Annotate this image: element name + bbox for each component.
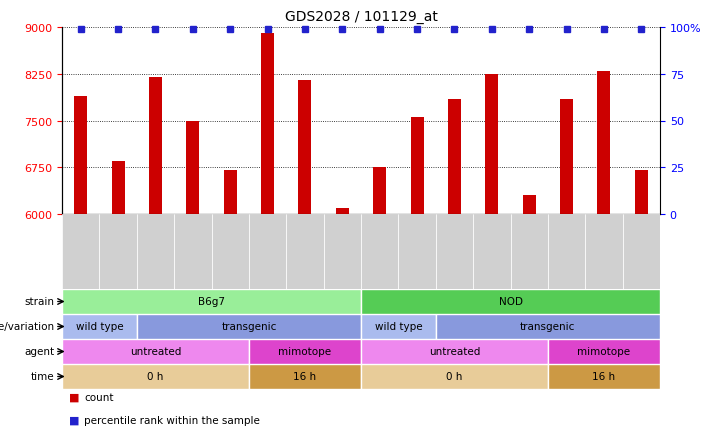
Text: strain: strain bbox=[25, 297, 54, 307]
Bar bbox=[62, 214, 100, 289]
Bar bbox=[597, 72, 611, 214]
Text: B6g7: B6g7 bbox=[198, 297, 225, 307]
Text: genotype/variation: genotype/variation bbox=[0, 322, 54, 332]
Bar bbox=[548, 364, 660, 389]
Bar bbox=[62, 289, 361, 314]
Bar bbox=[585, 214, 622, 289]
Bar bbox=[398, 214, 436, 289]
Text: ■: ■ bbox=[69, 392, 79, 402]
Bar bbox=[373, 168, 386, 214]
Bar bbox=[548, 214, 585, 289]
Bar bbox=[249, 339, 361, 364]
Bar bbox=[137, 214, 174, 289]
Bar bbox=[523, 196, 536, 214]
Bar bbox=[212, 214, 249, 289]
Bar bbox=[62, 339, 249, 364]
Bar bbox=[361, 314, 436, 339]
Bar bbox=[411, 118, 423, 214]
Text: mimotope: mimotope bbox=[578, 347, 630, 357]
Bar bbox=[622, 214, 660, 289]
Bar bbox=[286, 214, 324, 289]
Bar bbox=[261, 34, 274, 214]
Bar bbox=[62, 314, 137, 339]
Bar bbox=[473, 214, 510, 289]
Text: transgenic: transgenic bbox=[520, 322, 576, 332]
Bar bbox=[111, 161, 125, 214]
Bar bbox=[510, 214, 548, 289]
Text: time: time bbox=[31, 372, 54, 381]
Title: GDS2028 / 101129_at: GDS2028 / 101129_at bbox=[285, 10, 437, 24]
Bar bbox=[548, 339, 660, 364]
Text: 0 h: 0 h bbox=[147, 372, 163, 381]
Bar bbox=[224, 171, 237, 214]
Text: wild type: wild type bbox=[374, 322, 422, 332]
Text: untreated: untreated bbox=[130, 347, 181, 357]
Bar bbox=[560, 99, 573, 214]
Text: NOD: NOD bbox=[498, 297, 522, 307]
Bar bbox=[485, 75, 498, 214]
Bar bbox=[361, 289, 660, 314]
Text: transgenic: transgenic bbox=[222, 322, 277, 332]
Bar bbox=[361, 364, 548, 389]
Bar bbox=[324, 214, 361, 289]
Text: 16 h: 16 h bbox=[592, 372, 615, 381]
Bar bbox=[100, 214, 137, 289]
Text: mimotope: mimotope bbox=[278, 347, 332, 357]
Text: 16 h: 16 h bbox=[294, 372, 316, 381]
Bar bbox=[249, 214, 286, 289]
Bar bbox=[336, 208, 349, 214]
Text: count: count bbox=[84, 392, 114, 402]
Text: wild type: wild type bbox=[76, 322, 123, 332]
Text: percentile rank within the sample: percentile rank within the sample bbox=[84, 414, 260, 424]
Bar bbox=[448, 99, 461, 214]
Bar bbox=[74, 96, 87, 214]
Bar bbox=[186, 121, 199, 214]
Bar bbox=[361, 214, 398, 289]
Bar bbox=[149, 78, 162, 214]
Text: ■: ■ bbox=[69, 414, 79, 424]
Bar bbox=[436, 214, 473, 289]
Text: untreated: untreated bbox=[429, 347, 480, 357]
Bar bbox=[62, 364, 249, 389]
Bar bbox=[635, 171, 648, 214]
Text: agent: agent bbox=[24, 347, 54, 357]
Bar bbox=[249, 364, 361, 389]
Text: 0 h: 0 h bbox=[447, 372, 463, 381]
Bar bbox=[436, 314, 660, 339]
Bar bbox=[361, 339, 548, 364]
Bar bbox=[299, 81, 311, 214]
Bar bbox=[137, 314, 361, 339]
Bar bbox=[174, 214, 212, 289]
